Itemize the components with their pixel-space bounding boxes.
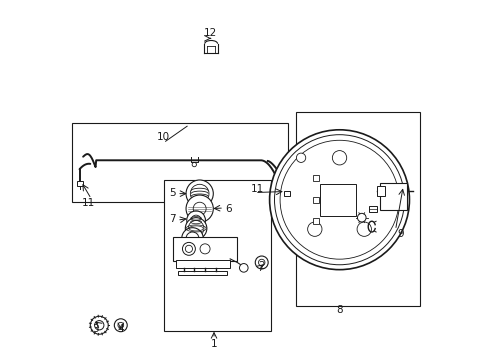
Circle shape [182,242,195,255]
Circle shape [357,213,366,222]
Circle shape [191,215,201,225]
Circle shape [380,204,384,209]
Circle shape [385,188,401,204]
Circle shape [332,196,339,203]
Text: 1: 1 [210,339,217,349]
Circle shape [185,195,213,222]
Bar [284,192,290,196]
Bar [376,186,384,196]
Circle shape [239,264,247,272]
Bar [77,181,83,186]
Bar [176,260,230,268]
Circle shape [185,180,213,207]
Text: 2: 2 [258,261,264,271]
Circle shape [332,150,346,165]
Bar [312,219,319,224]
Text: 11: 11 [81,198,95,208]
Text: 8: 8 [336,305,342,315]
Text: 4: 4 [117,324,124,334]
Bar [312,197,319,203]
Circle shape [274,135,404,265]
Circle shape [193,202,206,215]
Bar [178,271,226,275]
Circle shape [327,192,343,208]
Text: 9: 9 [396,229,403,239]
Circle shape [186,211,205,229]
Circle shape [185,218,206,239]
Circle shape [296,153,305,162]
Circle shape [182,228,203,249]
Bar [312,175,319,181]
Circle shape [90,316,108,334]
Text: 10: 10 [157,132,170,142]
Circle shape [356,222,371,237]
Bar [163,180,271,330]
Bar [296,112,419,306]
Text: 7: 7 [168,215,175,224]
Bar [172,237,237,261]
Circle shape [118,322,123,328]
Circle shape [401,204,406,209]
Circle shape [401,183,406,188]
Text: 3: 3 [92,324,99,334]
Circle shape [192,162,196,167]
Circle shape [200,244,210,254]
Circle shape [280,140,398,259]
Circle shape [255,256,267,269]
Circle shape [188,221,203,236]
Text: 5: 5 [168,188,175,198]
Bar [379,183,406,210]
Circle shape [94,320,104,330]
Circle shape [190,184,208,203]
Circle shape [185,232,199,245]
Bar [368,206,376,212]
Circle shape [114,319,127,332]
Circle shape [258,259,264,266]
Text: 11: 11 [250,184,263,194]
Circle shape [322,186,349,213]
Circle shape [307,222,321,237]
Circle shape [185,245,192,252]
Circle shape [380,183,384,188]
Text: 6: 6 [224,204,231,214]
Bar [319,184,355,216]
Bar [72,123,287,202]
Text: 12: 12 [203,28,217,38]
Circle shape [269,130,408,270]
